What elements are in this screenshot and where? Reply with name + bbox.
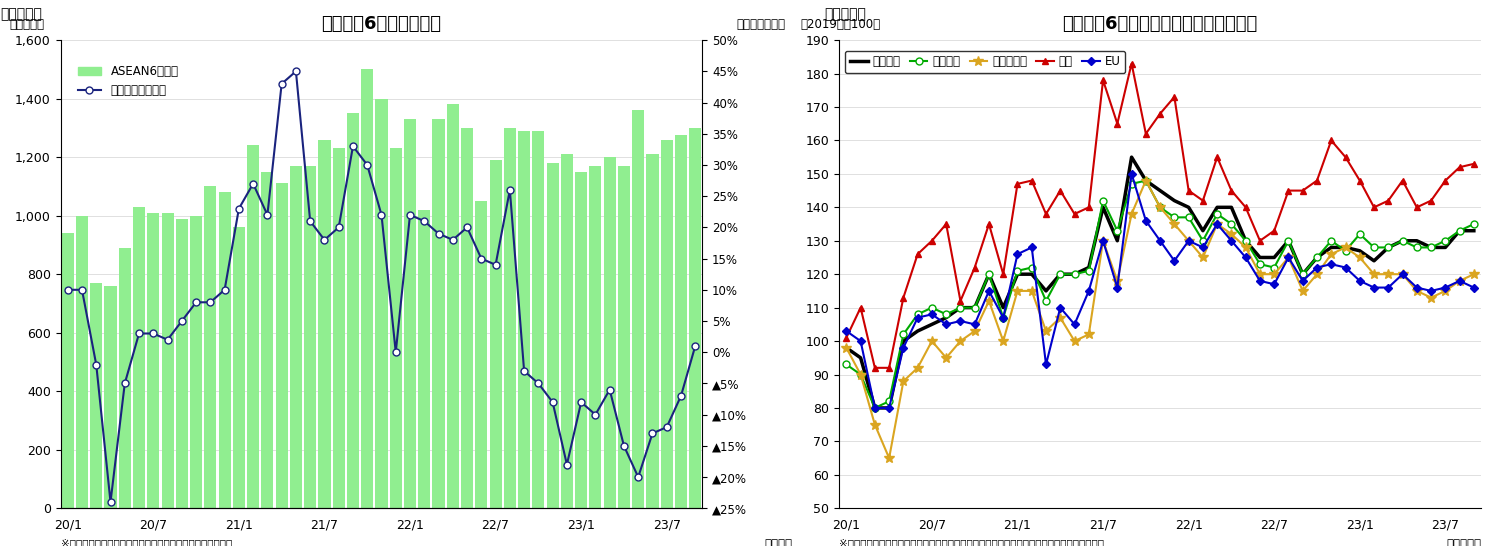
Bar — [205, 186, 217, 508]
Bar — [175, 218, 188, 508]
Text: ※シンガポールは再輸出を除く地場輸出、インドネシアは非石油ガス輸出の値を用いて算出。: ※シンガポールは再輸出を除く地場輸出、インドネシアは非石油ガス輸出の値を用いて算… — [839, 538, 1104, 546]
Bar — [447, 104, 459, 508]
Text: （年月）: （年月） — [764, 538, 793, 546]
Bar — [375, 99, 387, 508]
Bar — [404, 119, 416, 508]
Bar — [489, 160, 501, 508]
Text: （図表１）: （図表１） — [1, 7, 42, 21]
Bar — [646, 154, 658, 508]
Bar — [361, 69, 374, 508]
Bar — [504, 128, 516, 508]
Bar — [162, 213, 174, 508]
Bar — [105, 286, 117, 508]
Bar — [332, 149, 344, 508]
Text: （前年同月比）: （前年同月比） — [738, 18, 785, 31]
Text: （年／月）: （年／月） — [1447, 538, 1481, 546]
Title: アセアン6カ国の輸出額: アセアン6カ国の輸出額 — [322, 15, 441, 33]
Text: （2019年＝100）: （2019年＝100） — [800, 18, 881, 31]
Bar — [262, 172, 274, 508]
Bar — [518, 131, 530, 508]
Bar — [618, 166, 630, 508]
Bar — [233, 227, 245, 508]
Bar — [419, 210, 431, 508]
Bar — [389, 149, 402, 508]
Bar — [633, 110, 645, 508]
Bar — [247, 145, 259, 508]
Title: アセアン6ヵ国　仕向け地別の輸出動向: アセアン6ヵ国 仕向け地別の輸出動向 — [1062, 15, 1258, 33]
Bar — [90, 283, 102, 508]
Bar — [461, 128, 473, 508]
Bar — [690, 128, 702, 508]
Bar — [61, 233, 73, 508]
Bar — [133, 207, 145, 508]
Legend: ASEAN6カ国計, 増加率（右目盛）: ASEAN6カ国計, 増加率（右目盛） — [73, 60, 184, 102]
Bar — [476, 201, 488, 508]
Bar — [290, 166, 302, 508]
Bar — [574, 172, 588, 508]
Bar — [319, 140, 331, 508]
Bar — [347, 113, 359, 508]
Bar — [603, 157, 616, 508]
Bar — [76, 216, 88, 508]
Text: （億ドル）: （億ドル） — [9, 18, 45, 31]
Bar — [118, 248, 130, 508]
Bar — [432, 119, 444, 508]
Bar — [589, 166, 601, 508]
Legend: 輸出全体, 東アジア, 東南アジア, 北米, EU: 輸出全体, 東アジア, 東南アジア, 北米, EU — [845, 51, 1125, 73]
Bar — [275, 183, 287, 508]
Bar — [147, 213, 160, 508]
Bar — [304, 166, 316, 508]
Bar — [190, 216, 202, 508]
Text: ※シンガポールは再輸出を除く地場輸出の値を用いて算出。: ※シンガポールは再輸出を除く地場輸出の値を用いて算出。 — [61, 538, 232, 546]
Bar — [546, 163, 558, 508]
Bar — [675, 135, 687, 508]
Text: （図表２）: （図表２） — [824, 7, 866, 21]
Bar — [218, 192, 230, 508]
Bar — [561, 154, 573, 508]
Bar — [661, 140, 673, 508]
Bar — [533, 131, 545, 508]
